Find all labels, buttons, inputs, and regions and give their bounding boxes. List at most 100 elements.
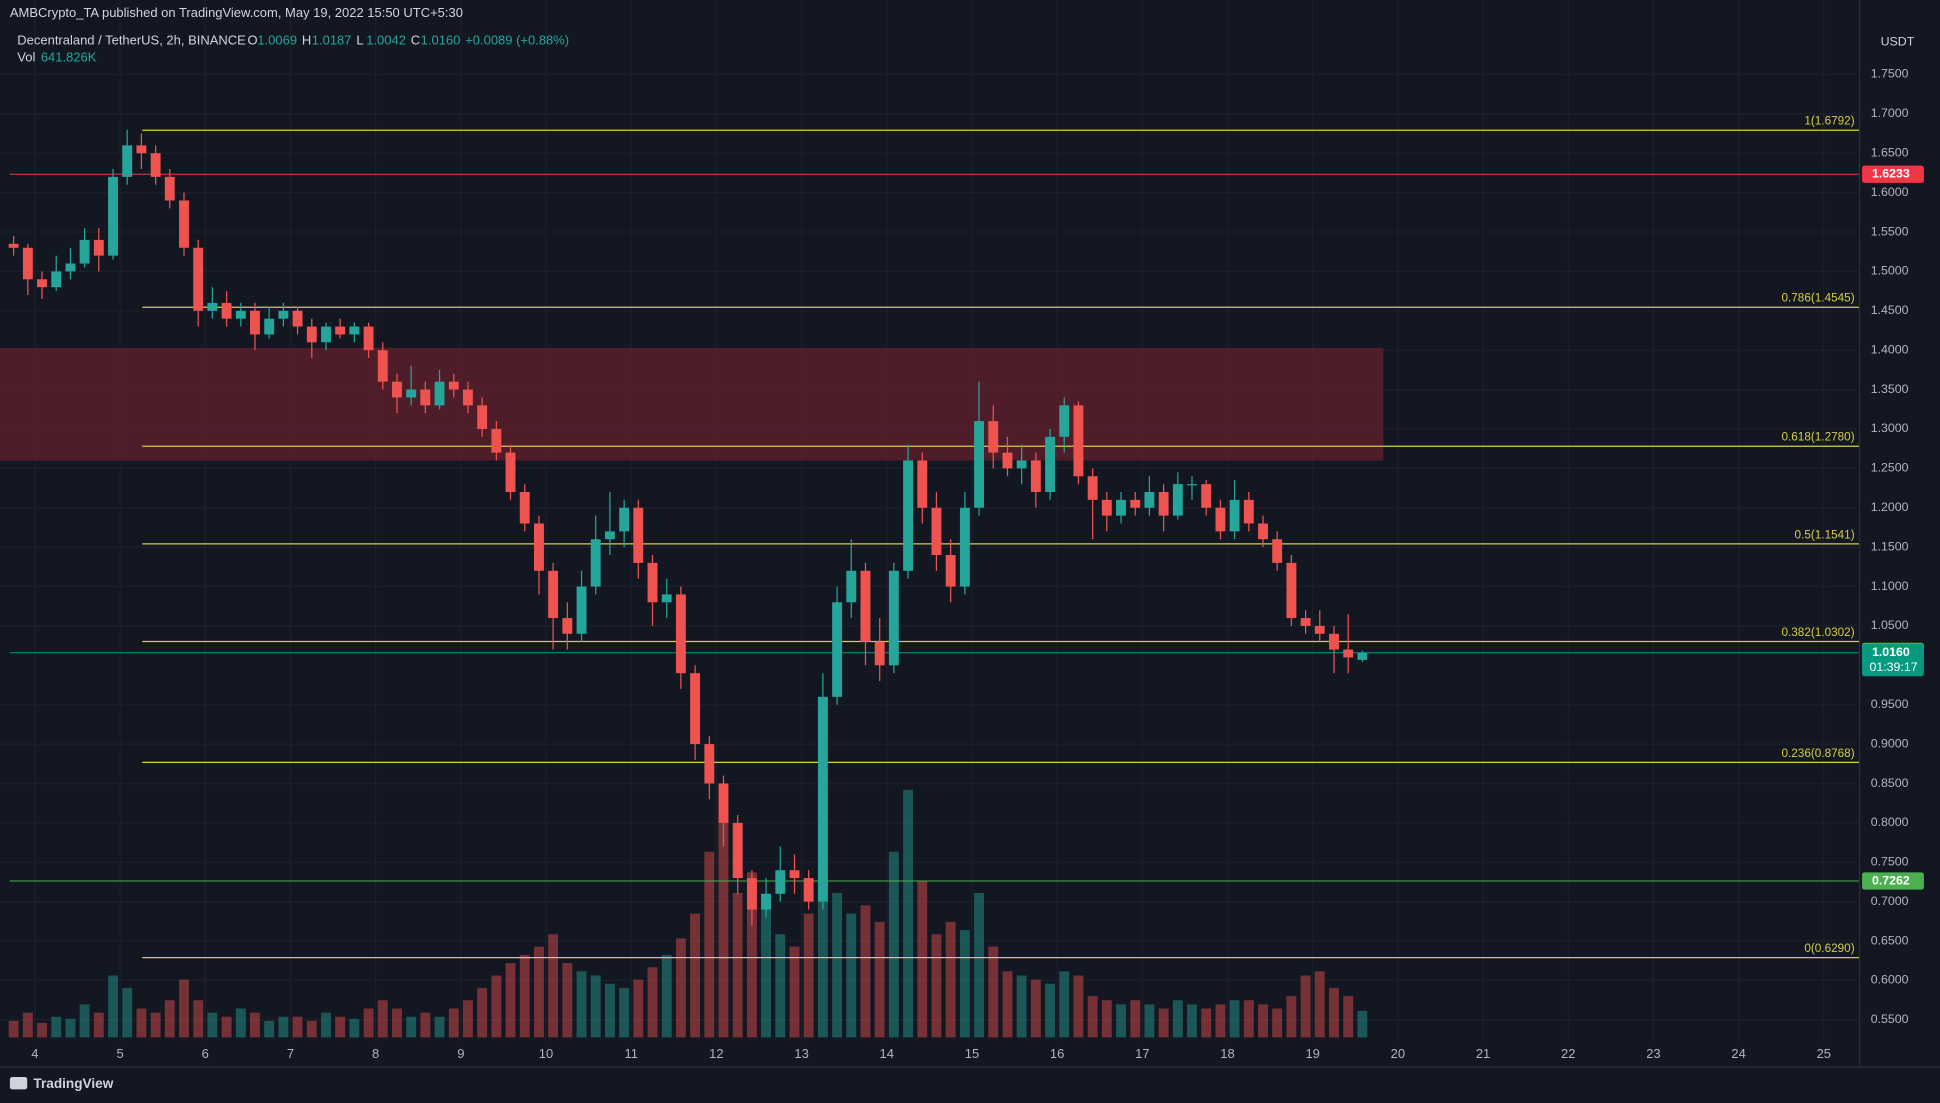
y-tick-label: 1.2500 xyxy=(1871,461,1909,475)
candle-body xyxy=(718,783,729,823)
candle-body xyxy=(1300,618,1311,626)
volume-bar xyxy=(363,1008,374,1038)
candle-body xyxy=(462,389,473,406)
candle-body xyxy=(619,507,630,532)
volume-bar xyxy=(1130,1000,1141,1038)
volume-bar xyxy=(264,1020,275,1038)
y-tick-label: 1.5500 xyxy=(1871,224,1909,238)
candle-body xyxy=(534,523,544,571)
candle-body xyxy=(1116,499,1126,516)
y-tick-label: 0.7000 xyxy=(1871,894,1909,908)
x-tick-label: 4 xyxy=(31,1046,38,1061)
volume-bar xyxy=(306,1020,317,1038)
price-badge-label: 1.0160 xyxy=(1872,645,1910,659)
fib-label: 0(0.6290) xyxy=(1804,942,1854,955)
volume-bar xyxy=(1215,1004,1226,1038)
volume-bar xyxy=(292,1016,303,1038)
ohlc-value: 1.0187 xyxy=(312,32,352,47)
candle-body xyxy=(1258,523,1268,540)
volume-bar xyxy=(235,1008,246,1038)
fib-label: 0.786(1.4545) xyxy=(1781,292,1854,305)
candle-body xyxy=(1045,436,1056,492)
candle-body xyxy=(562,618,573,634)
candle-body xyxy=(931,507,942,556)
volume-bar xyxy=(448,1008,459,1038)
candle-body xyxy=(1215,507,1226,532)
candle-body xyxy=(519,491,530,524)
candle-body xyxy=(264,318,275,335)
candle-body xyxy=(122,145,133,177)
volume-bar xyxy=(945,921,956,1038)
candle-body xyxy=(576,586,587,634)
volume-bar xyxy=(789,946,800,1038)
x-tick-label: 21 xyxy=(1476,1046,1490,1061)
ohlc-name: C xyxy=(411,32,420,47)
volume-bar xyxy=(775,934,786,1038)
volume-bar xyxy=(37,1022,47,1038)
volume-bar xyxy=(1116,1004,1126,1038)
volume-bar xyxy=(1073,975,1084,1038)
candle-body xyxy=(1087,476,1098,500)
candle-body xyxy=(917,460,928,508)
volume-bar xyxy=(761,905,772,1038)
volume-bar xyxy=(931,934,942,1038)
volume-bar xyxy=(576,971,587,1038)
y-tick-label: 1.6000 xyxy=(1871,185,1909,199)
candle-body xyxy=(392,381,402,398)
x-tick-label: 20 xyxy=(1391,1046,1405,1061)
volume-bar xyxy=(207,1012,218,1038)
x-tick-label: 6 xyxy=(202,1046,209,1061)
volume-bar xyxy=(1002,971,1013,1038)
brand: TradingView xyxy=(33,1076,113,1091)
fib-label: 0.382(1.0302) xyxy=(1781,626,1854,639)
candle-body xyxy=(1187,484,1197,486)
volume-bar xyxy=(874,921,885,1038)
candle-body xyxy=(604,531,615,540)
x-tick-label: 23 xyxy=(1646,1046,1660,1061)
volume-bar xyxy=(704,851,715,1038)
candle-body xyxy=(1201,484,1212,508)
ohlc-name: L xyxy=(356,32,363,47)
candle-body xyxy=(37,279,47,288)
volume-bar xyxy=(974,892,984,1038)
candle-body xyxy=(590,539,601,587)
candle-body xyxy=(1329,633,1339,650)
candle-body xyxy=(1073,405,1084,477)
volume-bar xyxy=(1045,983,1056,1038)
y-tick-label: 0.8500 xyxy=(1871,776,1909,790)
volume-bar xyxy=(1343,996,1354,1038)
volume-bar xyxy=(136,1008,147,1038)
volume-bar xyxy=(988,946,999,1038)
volume-bar xyxy=(406,1016,417,1038)
candle-body xyxy=(321,326,331,343)
x-tick-label: 7 xyxy=(287,1046,294,1061)
x-tick-label: 18 xyxy=(1220,1046,1234,1061)
ohlc-change: +0.0089 (+0.88%) xyxy=(465,32,569,47)
candle-body xyxy=(1229,499,1240,532)
candle-body xyxy=(136,145,147,154)
zone xyxy=(0,347,1384,461)
volume-bar xyxy=(846,913,857,1038)
candle-body xyxy=(988,421,999,453)
volume-bar xyxy=(590,975,601,1038)
candle-body xyxy=(1343,649,1354,658)
candle-body xyxy=(690,673,701,745)
volume-bar xyxy=(817,872,828,1038)
volume-bar xyxy=(1172,1000,1183,1038)
candle-body xyxy=(1059,405,1070,437)
candle-body xyxy=(1030,460,1041,492)
candle-body xyxy=(832,602,843,697)
volume-bar xyxy=(746,872,757,1038)
x-tick-label: 14 xyxy=(880,1046,894,1061)
volume-bar xyxy=(917,880,928,1038)
candle-body xyxy=(633,507,644,563)
y-tick-label: 1.5000 xyxy=(1871,264,1909,278)
volume-bar xyxy=(860,905,871,1038)
y-tick-label: 0.9000 xyxy=(1871,736,1909,750)
candle-body xyxy=(803,878,814,902)
candle-body xyxy=(1172,484,1183,516)
candle-body xyxy=(193,247,204,311)
candle-body xyxy=(306,326,317,343)
candle-body xyxy=(548,570,559,619)
y-tick-label: 1.1500 xyxy=(1871,539,1909,553)
